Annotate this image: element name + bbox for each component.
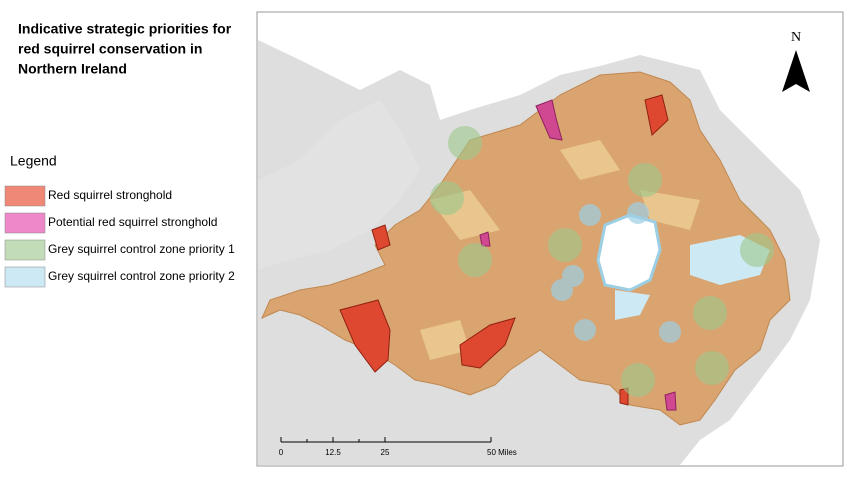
- zone-circle: [458, 243, 492, 277]
- zone-circle: [574, 319, 596, 341]
- legend-swatch: [4, 212, 46, 234]
- legend-label: Grey squirrel control zone priority 1: [48, 242, 235, 256]
- stronghold: [459, 317, 516, 369]
- stronghold: [371, 224, 391, 251]
- scale-labels: 0 12.5 25 50 Miles: [279, 448, 517, 457]
- zone-circle: [621, 363, 655, 397]
- title: Indicative strategic priorities for red …: [18, 21, 232, 77]
- zone-circle: [579, 204, 601, 226]
- zone-circle: [695, 351, 729, 385]
- scale-bar: [280, 437, 492, 443]
- legend-label: Red squirrel stronghold: [48, 188, 172, 202]
- stronghold: [644, 94, 669, 136]
- zone-priority-1: [430, 126, 774, 397]
- legend-title: Legend: [10, 153, 57, 169]
- zone-circle: [628, 163, 662, 197]
- title-line: red squirrel conservation in: [18, 41, 202, 57]
- legend-swatch: [4, 239, 46, 261]
- north-label: N: [791, 30, 801, 45]
- north-arrow: N: [782, 30, 810, 92]
- legend-label: Grey squirrel control zone priority 2: [48, 269, 235, 283]
- zone-circle: [740, 233, 774, 267]
- legend-swatch: [4, 185, 46, 207]
- potential-strongholds: [479, 99, 677, 411]
- zone-circle: [693, 296, 727, 330]
- stronghold: [339, 299, 391, 373]
- zone-circle: [548, 228, 582, 262]
- legend: Red squirrel stronghold Potential red squ…: [4, 185, 235, 288]
- zone-circle: [430, 181, 464, 215]
- scale-label: 25: [381, 448, 390, 457]
- zone-circle: [659, 321, 681, 343]
- scale-label: 50 Miles: [487, 448, 517, 457]
- legend-label: Potential red squirrel stronghold: [48, 215, 217, 229]
- zone-circle: [448, 126, 482, 160]
- potential-stronghold: [535, 99, 563, 141]
- title-line: Northern Ireland: [18, 61, 127, 77]
- red-strongholds: [339, 94, 669, 406]
- legend-swatch: [4, 266, 46, 288]
- zone-priority-2: [615, 235, 770, 320]
- lough-neagh: [596, 213, 662, 292]
- zone-priority-2-circles: [551, 202, 681, 343]
- zone-circle: [551, 279, 573, 301]
- potential-stronghold: [664, 391, 677, 411]
- open-land: [420, 140, 700, 360]
- map: [258, 40, 820, 465]
- zone-circle: [627, 202, 649, 224]
- north-arrow-shape: [782, 50, 810, 92]
- potential-stronghold: [479, 231, 491, 247]
- title-line: Indicative strategic priorities for: [18, 21, 232, 37]
- northern-ireland: [261, 71, 791, 426]
- scale-label: 12.5: [325, 448, 341, 457]
- donegal: [258, 100, 420, 270]
- scale-label: 0: [279, 448, 284, 457]
